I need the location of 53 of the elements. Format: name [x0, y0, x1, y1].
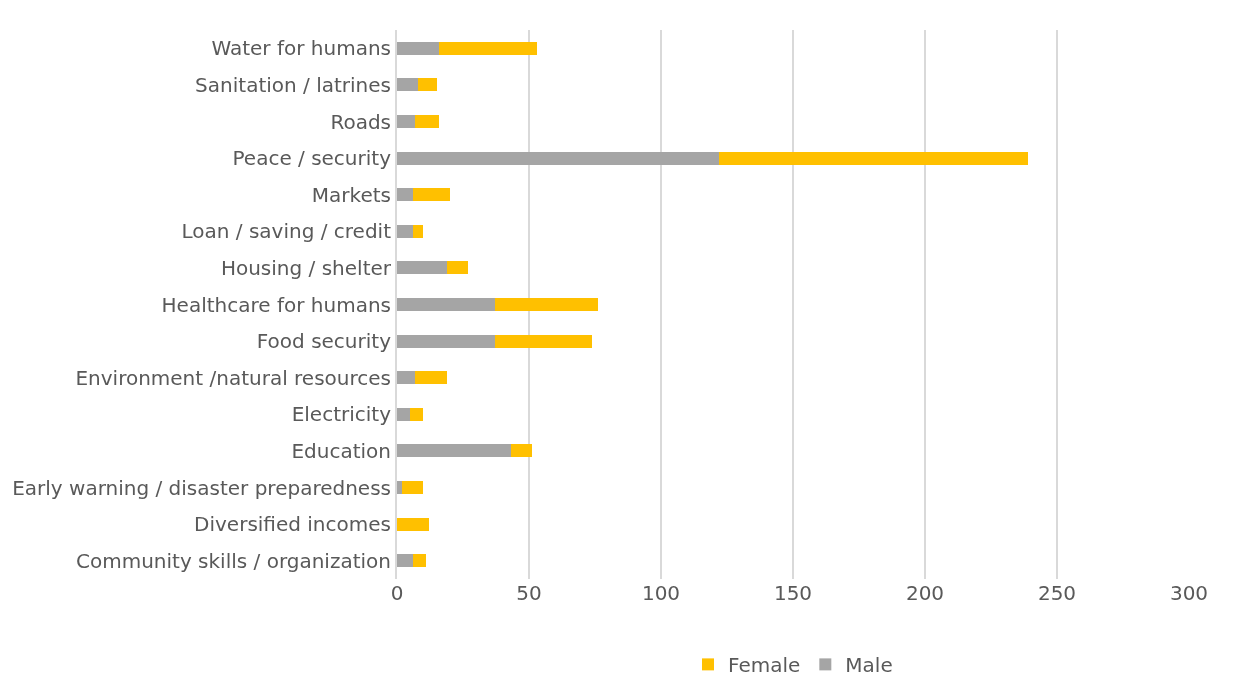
bar: [402, 480, 424, 495]
bar: [397, 407, 411, 421]
bar: [397, 334, 495, 348]
bar: [415, 371, 448, 385]
bar: [439, 41, 537, 55]
y-tick-label: Diversified incomes: [194, 512, 391, 537]
bar: [412, 224, 424, 238]
bar: [397, 188, 413, 202]
bar: [397, 151, 720, 165]
x-tick-label: 0: [390, 581, 404, 605]
bar: [397, 297, 495, 312]
y-tick-label: Housing / shelter: [220, 255, 392, 280]
bar: [510, 444, 532, 458]
y-tick-label: Healthcare for humans: [161, 292, 391, 317]
x-tick-label: 100: [641, 581, 681, 605]
bar: [397, 41, 440, 55]
y-tick-label: Sanitation / latrines: [195, 72, 391, 97]
y-tick-label: Early warning / disaster preparedness: [12, 475, 391, 500]
bar: [397, 371, 416, 385]
bar: [412, 554, 427, 568]
legend-label: Female: [728, 653, 801, 678]
y-tick-label: Education: [291, 438, 391, 463]
bar: [397, 517, 429, 531]
bar: [410, 407, 424, 421]
y-tick-label: Peace / security: [232, 146, 392, 171]
x-tick-label: 50: [516, 581, 542, 605]
bar: [719, 151, 1028, 165]
x-tick-label: 250: [1037, 581, 1077, 605]
bar: [397, 224, 413, 238]
y-tick-label: Roads: [330, 109, 391, 134]
bar: [494, 334, 593, 348]
y-tick-label: Community skills / organization: [75, 548, 391, 573]
bar: [415, 114, 440, 129]
bar: [412, 188, 450, 202]
y-tick-label: Food security: [256, 329, 392, 354]
y-tick-label: Environment /natural resources: [75, 365, 391, 390]
y-tick-label: Loan / saving / credit: [181, 219, 392, 244]
x-tick-label: 150: [773, 581, 813, 605]
bar: [397, 114, 416, 129]
bar: [418, 78, 437, 92]
bar: [397, 261, 448, 275]
x-tick-label: 200: [905, 581, 945, 605]
y-tick-label: Markets: [311, 182, 391, 207]
y-tick-label: Water for humans: [211, 36, 391, 61]
bar: [397, 78, 419, 92]
bar: [397, 444, 511, 458]
bar: [397, 554, 413, 568]
x-tick-label: 300: [1169, 581, 1209, 605]
legend-label: Male: [845, 653, 893, 678]
y-tick-label: Electricity: [291, 402, 392, 427]
bar: [494, 297, 598, 312]
bar: [397, 480, 403, 495]
bar: [447, 261, 469, 275]
